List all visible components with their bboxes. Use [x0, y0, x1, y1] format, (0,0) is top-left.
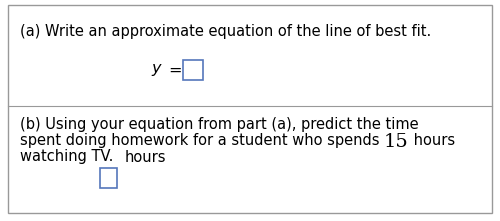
FancyBboxPatch shape	[8, 5, 492, 213]
Text: $y$: $y$	[151, 62, 163, 78]
Text: hours: hours	[409, 133, 455, 148]
FancyBboxPatch shape	[100, 168, 117, 188]
FancyBboxPatch shape	[183, 60, 203, 80]
Text: 15: 15	[384, 133, 409, 151]
Text: spent doing homework for a student who spends: spent doing homework for a student who s…	[20, 133, 384, 148]
Text: (a) Write an approximate equation of the line of best fit.: (a) Write an approximate equation of the…	[20, 24, 431, 39]
Text: =: =	[168, 63, 181, 78]
Text: hours: hours	[125, 151, 166, 166]
Text: watching TV.: watching TV.	[20, 149, 114, 164]
Text: (b) Using your equation from part (a), predict the time: (b) Using your equation from part (a), p…	[20, 117, 418, 132]
